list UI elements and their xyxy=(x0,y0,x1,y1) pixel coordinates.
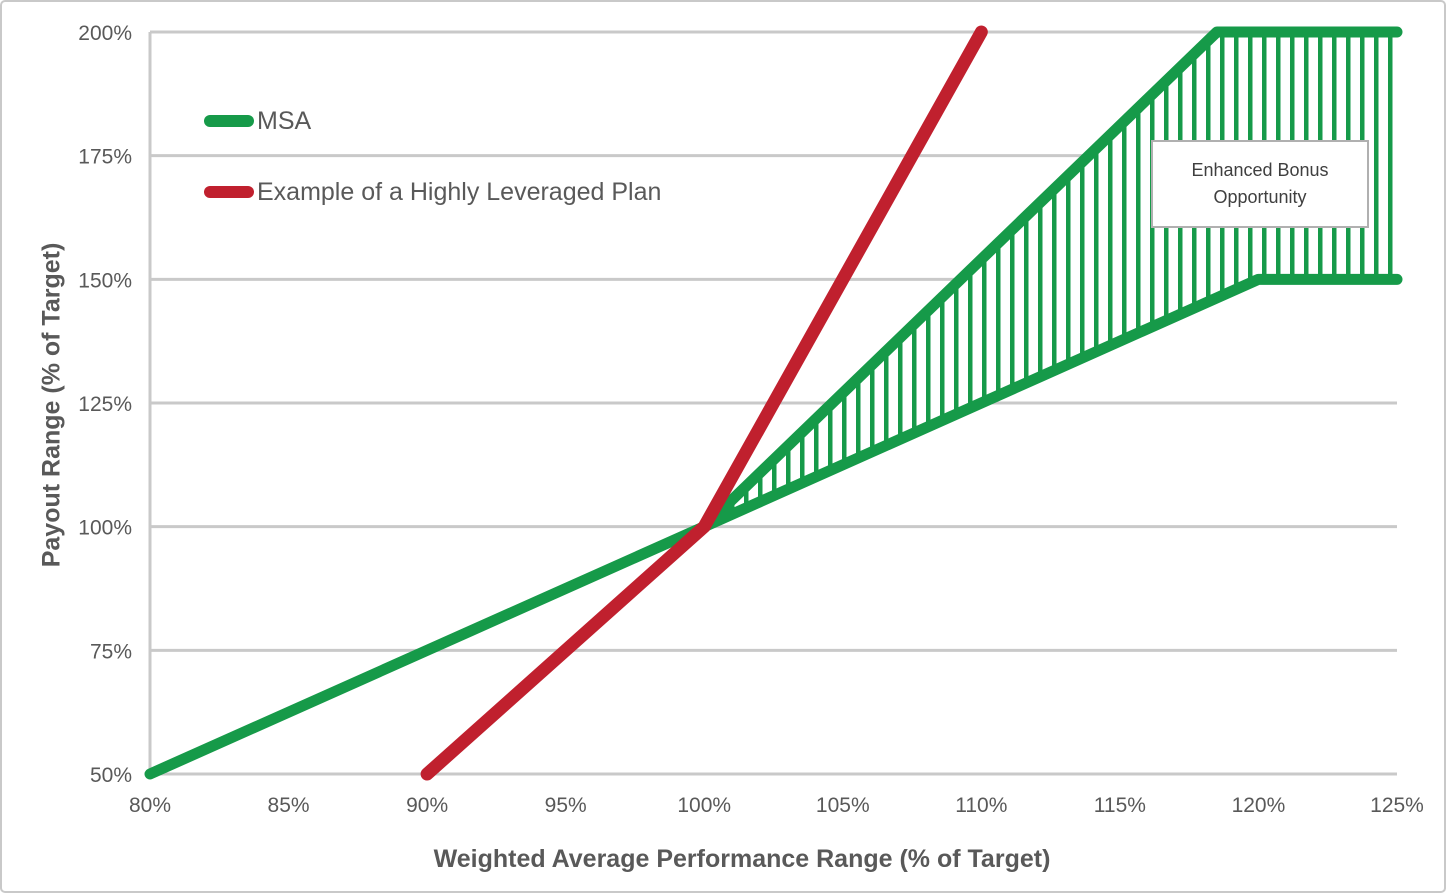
y-tick-label-50: 50% xyxy=(90,764,132,787)
legend-item-msa: MSA xyxy=(204,106,661,136)
y-tick-label-200: 200% xyxy=(78,22,132,45)
y-tick-label-150: 150% xyxy=(78,269,132,292)
x-tick-label-110: 110% xyxy=(955,794,1007,817)
y-tick-label-100: 100% xyxy=(78,517,132,540)
x-tick-label-85: 85% xyxy=(268,794,310,817)
legend: MSA Example of a Highly Leveraged Plan xyxy=(204,106,661,207)
x-tick-label-80: 80% xyxy=(129,794,171,817)
y-tick-label-125: 125% xyxy=(78,393,132,416)
legend-item-leveraged-plan: Example of a Highly Leveraged Plan xyxy=(204,177,661,207)
annotation-enhanced-bonus-opportunity: Enhanced Bonus Opportunity xyxy=(1151,140,1369,228)
x-tick-label-120: 120% xyxy=(1232,794,1286,817)
x-tick-label-100: 100% xyxy=(677,794,731,817)
y-axis-title: Payout Range (% of Target) xyxy=(37,242,66,568)
x-axis-title: Weighted Average Performance Range (% of… xyxy=(433,845,1051,873)
y-tick-label-175: 175% xyxy=(78,146,132,169)
x-tick-label-115: 115% xyxy=(1094,794,1146,817)
leveraged-plan-line xyxy=(420,25,988,781)
legend-swatch-leveraged-plan xyxy=(204,186,254,198)
msa-line xyxy=(144,273,1403,780)
y-tick-label-75: 75% xyxy=(90,640,132,663)
x-tick-label-125: 125% xyxy=(1370,794,1424,817)
legend-label-msa: MSA xyxy=(257,106,312,135)
x-tick-label-95: 95% xyxy=(545,794,587,817)
legend-label-leveraged-plan: Example of a Highly Leveraged Plan xyxy=(257,177,662,206)
legend-swatch-msa xyxy=(204,115,254,127)
msa-upper-bound-line xyxy=(698,26,1403,533)
x-tick-label-90: 90% xyxy=(406,794,448,817)
x-tick-label-105: 105% xyxy=(816,794,870,817)
